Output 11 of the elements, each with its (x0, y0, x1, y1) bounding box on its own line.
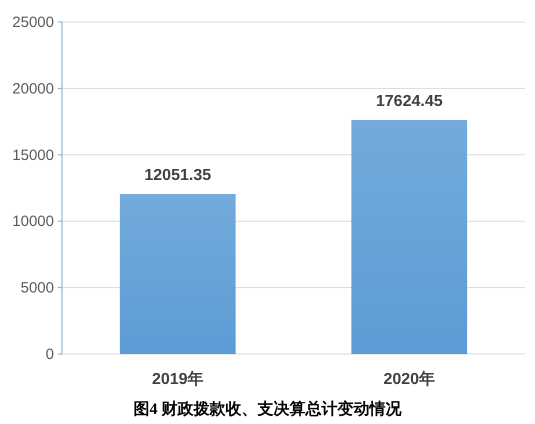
y-tick-label: 10000 (12, 213, 54, 230)
y-tick-label: 15000 (12, 146, 54, 164)
x-tick-label: 2019年 (152, 370, 204, 388)
data-label: 12051.35 (144, 166, 212, 184)
y-tick-label: 20000 (12, 80, 54, 98)
y-tick-label: 5000 (20, 280, 54, 297)
y-tick-label: 0 (46, 346, 54, 363)
x-tick-label: 2020年 (383, 370, 436, 388)
data-label: 17624.45 (376, 92, 443, 110)
text: 图4 财政拨款收、支决算总计变动情况 (134, 400, 402, 418)
y-tick-label: 25000 (12, 14, 54, 31)
